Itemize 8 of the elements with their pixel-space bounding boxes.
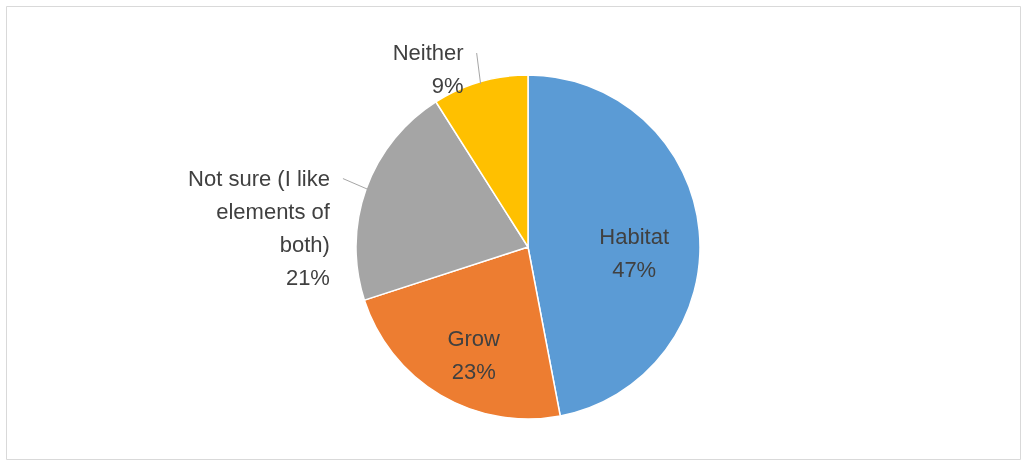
data-label: 21%	[285, 264, 330, 290]
slice-label: Not sure (I like elements of both)	[188, 165, 331, 257]
slice-label: Grow	[447, 325, 501, 351]
data-label: 47%	[612, 256, 657, 282]
slice-label: Habitat	[599, 223, 670, 249]
slice-label: Neither	[392, 40, 464, 66]
data-label: 23%	[451, 358, 496, 384]
data-label: 9%	[431, 73, 464, 99]
